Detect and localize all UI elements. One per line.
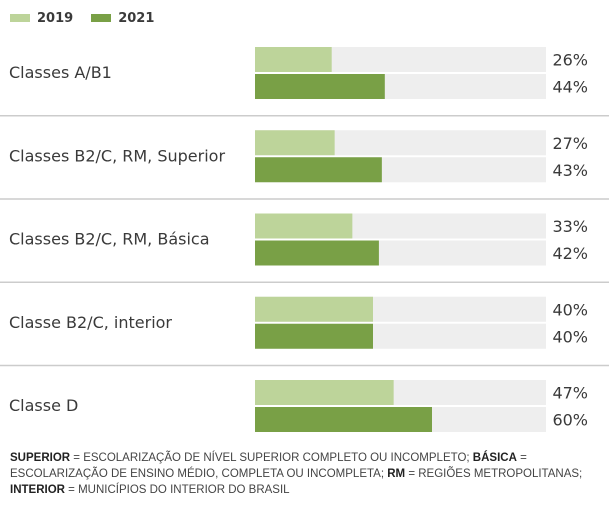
value-label-classes-b2-c-rm-basica-2019: 33% bbox=[552, 217, 588, 236]
category-label-classes-b2-c-rm-superior: Classes B2/C, RM, Superior bbox=[9, 146, 225, 165]
footnote-def-rm: regiões metropolitanas; bbox=[418, 468, 583, 480]
footnote-term-interior: INTERIOR bbox=[10, 484, 65, 496]
footnote-term-superior: SUPERIOR bbox=[10, 452, 71, 464]
bar-classes-b2-c-rm-superior-2021 bbox=[255, 157, 382, 183]
value-label-classes-b2-c-rm-superior-2021: 43% bbox=[552, 161, 588, 180]
category-label-classe-b2-c-interior: Classe B2/C, interior bbox=[9, 313, 172, 332]
footnote-term-rm: RM bbox=[387, 468, 406, 480]
footnote-sep-superior: = bbox=[70, 452, 84, 464]
value-label-classe-d-2021: 60% bbox=[552, 411, 588, 430]
bar-classes-b2-c-rm-superior-2019 bbox=[255, 130, 335, 156]
legend-swatch-2019 bbox=[10, 14, 30, 22]
legend-swatch-2021 bbox=[91, 14, 112, 22]
value-label-classe-b2-c-interior-2021: 40% bbox=[552, 327, 588, 346]
footnote-sep-interior: = bbox=[64, 484, 79, 496]
value-label-classe-d-2019: 47% bbox=[552, 384, 588, 403]
category-label-classes-a-b1: Classes A/B1 bbox=[9, 63, 112, 82]
footnote-term-basica: BÁSICA bbox=[472, 452, 517, 464]
value-label-classes-b2-c-rm-basica-2021: 42% bbox=[552, 244, 588, 263]
footnote-sep-rm: = bbox=[405, 468, 419, 480]
footnote-sep-basica: = bbox=[516, 452, 527, 464]
footnote-def-basica: escolarização de ensino médio, completa … bbox=[10, 468, 385, 480]
footnote-def-interior: municípios do interior do Brasil bbox=[78, 484, 290, 496]
bar-classe-b2-c-interior-2019 bbox=[255, 296, 373, 322]
bar-classes-a-b1-2021 bbox=[255, 74, 385, 99]
bar-classes-b2-c-rm-basica-2019 bbox=[255, 213, 353, 239]
bar-classes-b2-c-rm-basica-2021 bbox=[255, 240, 379, 266]
bar-classe-d-2021 bbox=[255, 407, 432, 432]
legend-label-2019: 2019 bbox=[37, 10, 74, 26]
legend-item-2019: 2019 bbox=[10, 11, 73, 26]
value-label-classe-b2-c-interior-2019: 40% bbox=[552, 300, 588, 319]
legend-label-2021: 2021 bbox=[118, 10, 155, 26]
bar-chart: Classes A/B1 26% 44% Classes B2/C, RM, Supe… bbox=[0, 47, 609, 432]
bar-classe-b2-c-interior-2021 bbox=[255, 323, 373, 349]
value-label-classes-a-b1-2021: 44% bbox=[552, 78, 588, 97]
value-label-classes-b2-c-rm-superior-2019: 27% bbox=[552, 134, 588, 153]
bar-classes-a-b1-2019 bbox=[255, 47, 332, 72]
category-label-classes-b2-c-rm-basica: Classes B2/C, RM, Básica bbox=[9, 230, 210, 249]
chart-legend: 2019 2021 bbox=[10, 8, 172, 28]
footnote: SUPERIOR = escolarização de nível superi… bbox=[10, 450, 602, 498]
value-label-classes-a-b1-2019: 26% bbox=[552, 51, 588, 70]
footnote-def-superior: escolarização de nível superior completo… bbox=[83, 452, 470, 464]
legend-item-2021: 2021 bbox=[91, 11, 154, 26]
category-label-classe-d: Classe D bbox=[9, 396, 78, 415]
bar-classe-d-2019 bbox=[255, 380, 394, 405]
